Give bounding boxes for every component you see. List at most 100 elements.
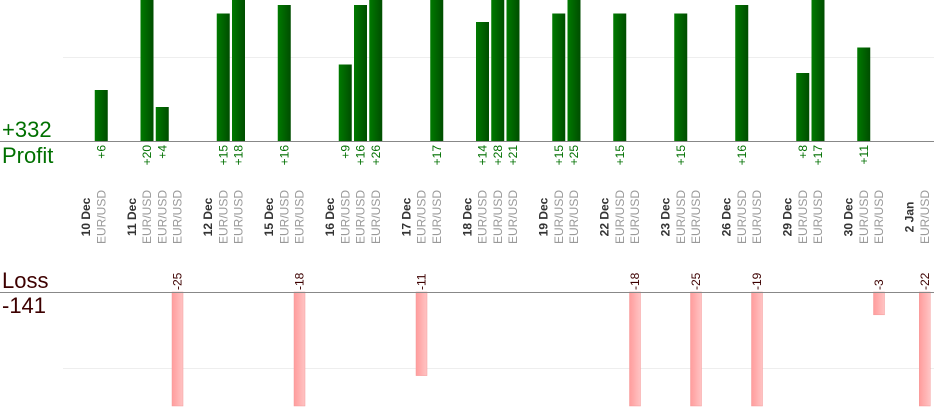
symbol-label: EUR/USD: [689, 190, 703, 244]
loss-value-label: -11: [415, 273, 429, 290]
loss-bar: [919, 291, 931, 407]
profit-value-label: +16: [354, 145, 368, 166]
loss-bar: [415, 291, 428, 376]
loss-bar: [629, 291, 641, 407]
symbol-label: EUR/USD: [628, 190, 642, 244]
loss-bar: [171, 291, 184, 407]
profit-bar: [491, 0, 505, 141]
profit-bar: [155, 107, 169, 141]
symbol-label: EUR/USD: [155, 190, 169, 244]
profit-value-label: +4: [155, 145, 169, 159]
loss-value-label: -3: [872, 279, 886, 290]
date-label: 23 Dec: [659, 197, 673, 236]
profit-bar: [476, 22, 489, 141]
symbol-label: EUR/USD: [552, 190, 566, 244]
profit-value-label: +26: [369, 145, 383, 166]
loss-value-label: -19: [750, 272, 764, 290]
symbol-label: EUR/USD: [171, 190, 185, 244]
symbol-label: EUR/USD: [232, 190, 246, 244]
loss-bar: [293, 291, 306, 407]
loss-label: Loss: [2, 268, 48, 293]
profit-value-label: +15: [613, 145, 627, 166]
symbol-label: EUR/USD: [476, 190, 490, 244]
date-label: 18 Dec: [460, 197, 474, 236]
symbol-label: EUR/USD: [354, 190, 368, 244]
loss-value-label: -18: [293, 272, 307, 290]
profit-bar: [735, 5, 749, 141]
loss-bar: [751, 291, 763, 407]
profit-value-label: +15: [552, 145, 566, 166]
profit-bar: [369, 0, 383, 141]
date-label: 19 Dec: [537, 197, 551, 236]
date-label: 15 Dec: [262, 197, 276, 236]
date-label: 17 Dec: [399, 197, 413, 236]
profit-value-label: +16: [735, 145, 749, 166]
loss-value-label: -18: [628, 272, 642, 290]
date-label: 10 Dec: [79, 197, 93, 236]
symbol-label: EUR/USD: [293, 190, 307, 244]
symbol-label: EUR/USD: [735, 190, 749, 244]
profit-value-label: +15: [216, 145, 230, 166]
loss-bar: [873, 291, 885, 316]
date-label: 11 Dec: [125, 198, 139, 236]
profit-total: +332: [2, 117, 52, 142]
profit-bar: [140, 0, 154, 141]
symbol-label: EUR/USD: [872, 190, 886, 244]
symbol-label: EUR/USD: [796, 190, 810, 244]
date-label: 30 Dec: [842, 197, 856, 236]
loss-value-label: -25: [689, 272, 703, 290]
profit-value-label: +21: [506, 145, 520, 166]
profit-value-label: +20: [140, 145, 154, 166]
symbol-label: EUR/USD: [338, 190, 352, 244]
symbol-label: EUR/USD: [750, 190, 764, 244]
symbol-label: EUR/USD: [94, 190, 108, 244]
symbol-label: EUR/USD: [216, 190, 230, 244]
profit-bar: [613, 13, 627, 141]
profit-value-label: +25: [567, 145, 581, 166]
profit-value-label: +8: [796, 145, 810, 159]
profit-value-label: +17: [811, 145, 825, 166]
profit-bar: [552, 13, 566, 141]
profit-value-label: +16: [277, 145, 291, 166]
loss-value-label: -25: [171, 272, 185, 290]
symbol-label: EUR/USD: [415, 190, 429, 244]
profit-bar: [354, 5, 367, 141]
loss-value-label: -22: [918, 272, 932, 290]
loss-total: -141: [2, 293, 46, 318]
date-label: 12 Dec: [201, 197, 215, 236]
symbol-label: EUR/USD: [613, 190, 627, 244]
profit-value-label: +18: [232, 145, 246, 166]
profit-value-label: +14: [476, 145, 490, 166]
date-label: 2 Jan: [903, 202, 917, 233]
date-label: 29 Dec: [781, 197, 795, 236]
profit-value-label: +28: [491, 145, 505, 166]
profit-bar: [232, 0, 245, 141]
profit-label: Profit: [2, 143, 53, 168]
symbol-label: EUR/USD: [506, 190, 520, 244]
profit-value-label: +6: [94, 145, 108, 159]
symbol-label: EUR/USD: [430, 190, 444, 244]
symbol-label: EUR/USD: [811, 190, 825, 244]
profit-bar: [94, 90, 108, 141]
profit-bar: [567, 0, 581, 141]
date-label: 26 Dec: [720, 197, 734, 236]
symbol-label: EUR/USD: [567, 190, 581, 244]
profit-value-label: +9: [338, 145, 352, 159]
symbol-label: EUR/USD: [491, 190, 505, 244]
profit-bar: [338, 64, 352, 141]
symbol-label: EUR/USD: [857, 190, 871, 244]
loss-bar: [690, 291, 702, 407]
profit-value-label: +15: [674, 145, 688, 166]
profit-bar: [506, 0, 520, 141]
profit-bar: [674, 13, 688, 141]
profit-bar: [216, 13, 230, 141]
profit-bar: [811, 0, 825, 141]
profit-value-label: +11: [857, 145, 871, 165]
profit-bar: [857, 47, 871, 141]
symbol-label: EUR/USD: [140, 190, 154, 244]
symbol-label: EUR/USD: [277, 190, 291, 244]
profit-value-label: +17: [430, 145, 444, 166]
profit-bar: [796, 73, 810, 141]
symbol-label: EUR/USD: [369, 190, 383, 244]
